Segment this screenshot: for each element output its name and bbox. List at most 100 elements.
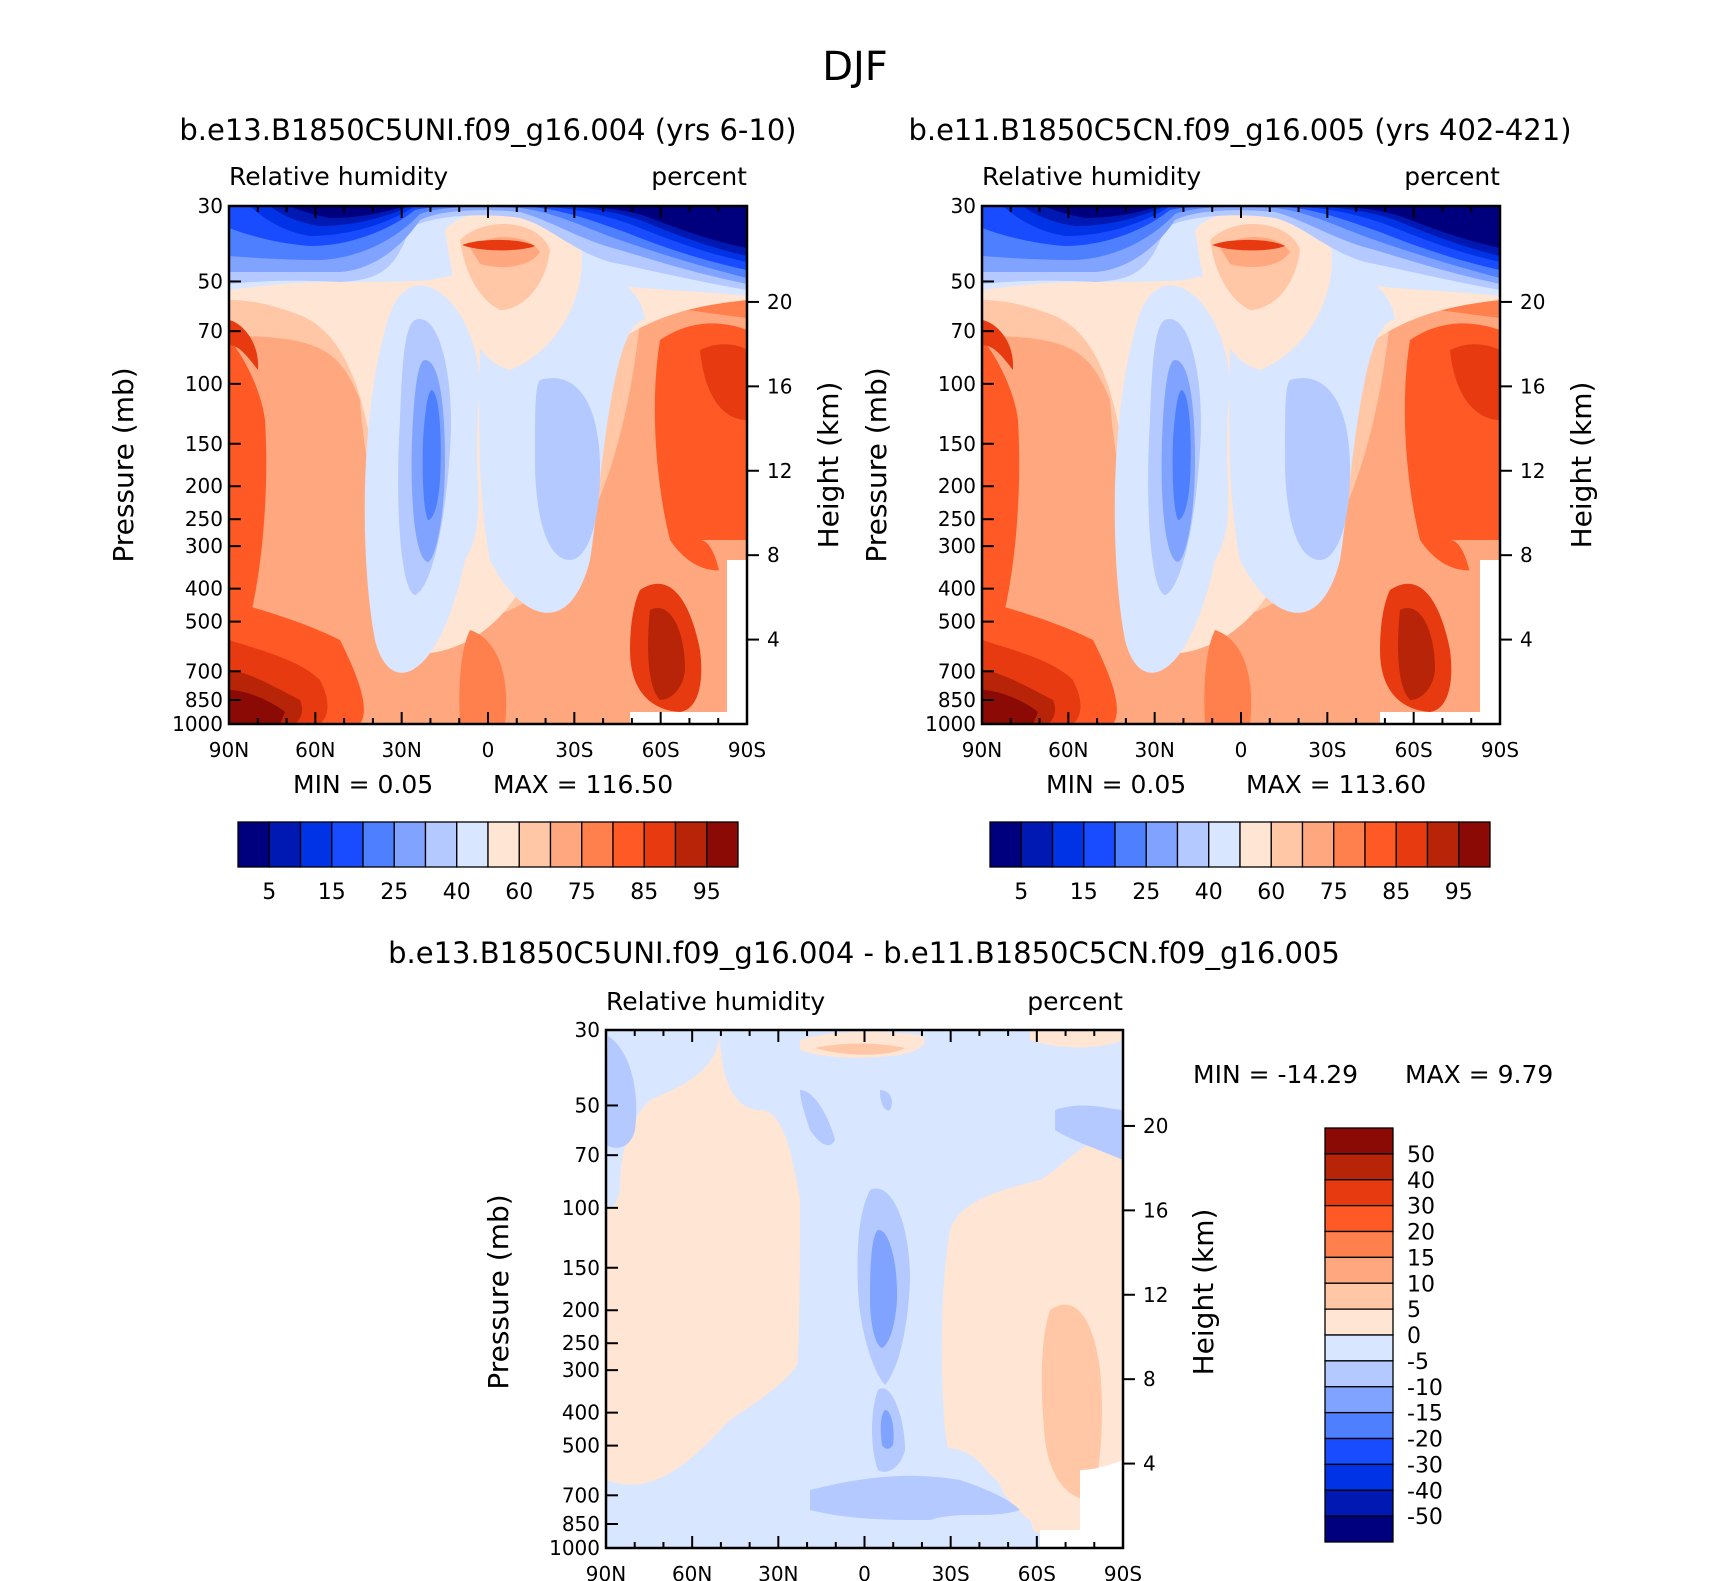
panel-2-contour-field: [982, 206, 1500, 724]
panel-3-right-label: percent: [1027, 987, 1123, 1016]
panel-1-left-label: Relative humidity: [229, 162, 448, 191]
lat-tick-label: 90S: [1104, 1562, 1142, 1581]
panel-1-right-label: percent: [651, 162, 747, 191]
lat-tick-label: 30S: [1308, 738, 1346, 762]
pressure-tick-label: 150: [562, 1256, 600, 1280]
colorbar-swatch: [331, 821, 364, 868]
height-tick-label: 8: [1143, 1367, 1156, 1391]
colorbar-swatch: [1324, 1463, 1394, 1491]
colorbar-label: 75: [1320, 880, 1348, 905]
panel-3-ylabel-right: Height (km): [1187, 1209, 1220, 1376]
colorbar-label: 85: [630, 880, 658, 905]
pressure-tick-label: 700: [938, 659, 976, 683]
colorbar-swatch: [1324, 1179, 1394, 1207]
height-tick-label: 8: [1520, 543, 1533, 567]
height-tick-label: 8: [767, 543, 780, 567]
colorbar-swatch: [1324, 1334, 1394, 1362]
colorbar-label: 40: [1407, 1169, 1435, 1194]
colorbar-swatch: [1324, 1153, 1394, 1181]
pressure-tick-label: 30: [198, 194, 223, 218]
colorbar-swatch: [1324, 1386, 1394, 1414]
panel-model-1: b.e13.B1850C5UNI.f09_g16.004 (yrs 6-10) …: [107, 113, 845, 905]
height-tick-label: 12: [767, 459, 792, 483]
colorbar-swatch: [1458, 821, 1491, 868]
pressure-tick-label: 50: [198, 269, 223, 293]
panel-2-min: MIN = 0.05: [1046, 770, 1186, 799]
colorbar-swatch: [1324, 1515, 1394, 1543]
colorbar-label: 15: [1070, 880, 1098, 905]
pressure-tick-label: 150: [185, 432, 223, 456]
pressure-tick-label: 500: [562, 1434, 600, 1458]
panel-1-max: MAX = 116.50: [493, 770, 673, 799]
colorbar-label: -15: [1407, 1402, 1443, 1427]
pressure-tick-label: 1000: [172, 712, 223, 736]
pressure-tick-label: 70: [951, 319, 976, 343]
colorbar-swatch: [1324, 1127, 1394, 1155]
height-tick-label: 16: [1520, 374, 1545, 398]
lat-tick-label: 30N: [1134, 738, 1174, 762]
pressure-tick-label: 700: [562, 1483, 600, 1507]
colorbar-label: 25: [380, 880, 408, 905]
panel-1-title: b.e13.B1850C5UNI.f09_g16.004 (yrs 6-10): [179, 113, 796, 147]
panel-1-colorbar: 5 15 25 40 60 75 85 95: [237, 821, 739, 905]
panel-2-title: b.e11.B1850C5CN.f09_g16.005 (yrs 402-421…: [908, 113, 1571, 147]
pressure-tick-label: 250: [938, 507, 976, 531]
colorbar-label: 30: [1407, 1195, 1435, 1220]
panel-1-contour-field: [229, 206, 747, 724]
lat-tick-label: 60N: [295, 738, 335, 762]
colorbar-swatch: [706, 821, 739, 868]
panel-3-left-label: Relative humidity: [606, 987, 825, 1016]
figure-title: DJF: [822, 44, 888, 90]
colorbar-swatch: [643, 821, 677, 868]
colorbar-swatch: [1324, 1437, 1394, 1466]
lat-tick-label: 60N: [1048, 738, 1088, 762]
pressure-tick-label: 500: [185, 610, 223, 634]
panel-1-ylabel-right: Height (km): [812, 382, 845, 549]
colorbar-label: 5: [1407, 1298, 1421, 1323]
colorbar-label: -40: [1407, 1479, 1443, 1504]
panel-1-min: MIN = 0.05: [293, 770, 433, 799]
colorbar-swatch: [989, 821, 1022, 868]
pressure-tick-label: 300: [185, 534, 223, 558]
colorbar-swatch: [1083, 821, 1116, 868]
colorbar-label: 75: [568, 880, 596, 905]
panel-2-ylabel: Pressure (mb): [860, 367, 893, 562]
lat-tick-label: 30N: [381, 738, 421, 762]
pressure-tick-label: 400: [185, 577, 223, 601]
colorbar-label: 50: [1407, 1143, 1435, 1168]
colorbar-swatch: [456, 821, 489, 868]
lat-tick-label: 0: [1235, 738, 1248, 762]
height-tick-label: 20: [1143, 1114, 1168, 1138]
pressure-tick-label: 200: [938, 474, 976, 498]
lat-tick-label: 30N: [758, 1562, 798, 1581]
height-tick-label: 12: [1520, 459, 1545, 483]
colorbar-swatch: [299, 821, 333, 868]
pressure-tick-label: 200: [185, 474, 223, 498]
lat-tick-label: 90N: [586, 1562, 626, 1581]
pressure-tick-label: 100: [938, 372, 976, 396]
colorbar-swatch: [1051, 821, 1085, 868]
colorbar-label: -30: [1407, 1453, 1443, 1478]
colorbar-swatch: [237, 821, 270, 868]
colorbar-swatch: [674, 821, 708, 868]
pressure-tick-label: 1000: [925, 712, 976, 736]
colorbar-swatch: [1208, 821, 1241, 868]
lat-tick-label: 60S: [1395, 738, 1433, 762]
colorbar-label: 40: [443, 880, 471, 905]
panel-2-ylabel-right: Height (km): [1565, 382, 1598, 549]
colorbar-label: 60: [505, 880, 533, 905]
height-tick-label: 12: [1143, 1283, 1168, 1307]
colorbar-label: 15: [1407, 1246, 1435, 1271]
pressure-tick-label: 100: [562, 1196, 600, 1220]
pressure-tick-label: 850: [562, 1512, 600, 1536]
colorbar-swatch: [518, 821, 552, 868]
colorbar-swatch: [1324, 1489, 1394, 1517]
height-tick-label: 16: [767, 374, 792, 398]
height-tick-label: 16: [1143, 1198, 1168, 1222]
lat-tick-label: 90S: [1481, 738, 1519, 762]
pressure-tick-label: 100: [185, 372, 223, 396]
pressure-tick-label: 1000: [549, 1536, 600, 1560]
